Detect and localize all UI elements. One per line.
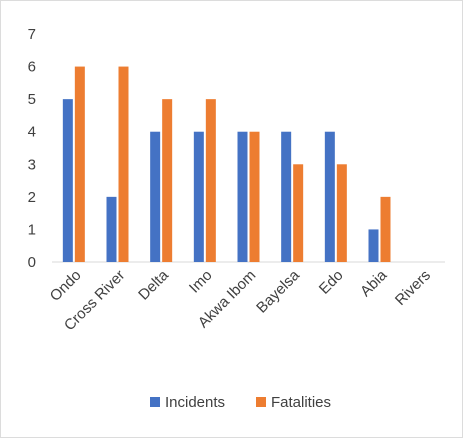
y-axis-tick-labels: 0 1 2 3 4 5 6 7 xyxy=(28,26,36,271)
legend-label-fatalities: Fatalities xyxy=(271,394,331,411)
bar-incidents-cross-river xyxy=(106,196,117,262)
y-tick-label: 4 xyxy=(28,124,36,141)
y-tick-label: 5 xyxy=(28,91,36,108)
y-tick-label: 7 xyxy=(28,26,36,43)
x-tick-label: Bayelsa xyxy=(253,266,303,316)
bar-incidents-delta xyxy=(150,131,161,262)
x-tick-label: Imo xyxy=(186,267,216,297)
bar-fatalities-delta xyxy=(162,99,173,263)
y-tick-label: 3 xyxy=(28,156,36,173)
bar-fatalities-imo xyxy=(205,99,216,263)
y-tick-label: 6 xyxy=(28,59,36,76)
bar-fatalities-abia xyxy=(380,196,391,262)
y-tick-label: 0 xyxy=(28,254,36,271)
x-tick-label: Delta xyxy=(135,266,172,303)
bar-incidents-edo xyxy=(324,131,335,262)
bar-incidents-bayelsa xyxy=(281,131,292,262)
x-tick-label: Abia xyxy=(357,266,391,300)
bar-incidents-abia xyxy=(368,229,379,262)
x-tick-label: Edo xyxy=(316,267,347,298)
bar-incidents-imo xyxy=(193,131,204,262)
legend: Incidents Fatalities xyxy=(150,394,331,411)
x-tick-label: Ondo xyxy=(47,267,85,305)
x-tick-label: Rivers xyxy=(392,267,434,309)
legend-label-incidents: Incidents xyxy=(165,394,225,411)
bars xyxy=(62,66,391,263)
bar-fatalities-bayelsa xyxy=(293,164,304,262)
bar-fatalities-edo xyxy=(336,164,347,262)
bar-incidents-ondo xyxy=(62,99,73,263)
bar-fatalities-ondo xyxy=(74,66,85,262)
bar-fatalities-akwa-ibom xyxy=(249,131,260,262)
y-tick-label: 1 xyxy=(28,221,36,238)
bar-incidents-akwa-ibom xyxy=(237,131,248,262)
bar-fatalities-cross-river xyxy=(118,66,129,262)
legend-swatch-incidents xyxy=(150,397,160,407)
legend-swatch-fatalities xyxy=(256,397,266,407)
y-tick-label: 2 xyxy=(28,189,36,206)
